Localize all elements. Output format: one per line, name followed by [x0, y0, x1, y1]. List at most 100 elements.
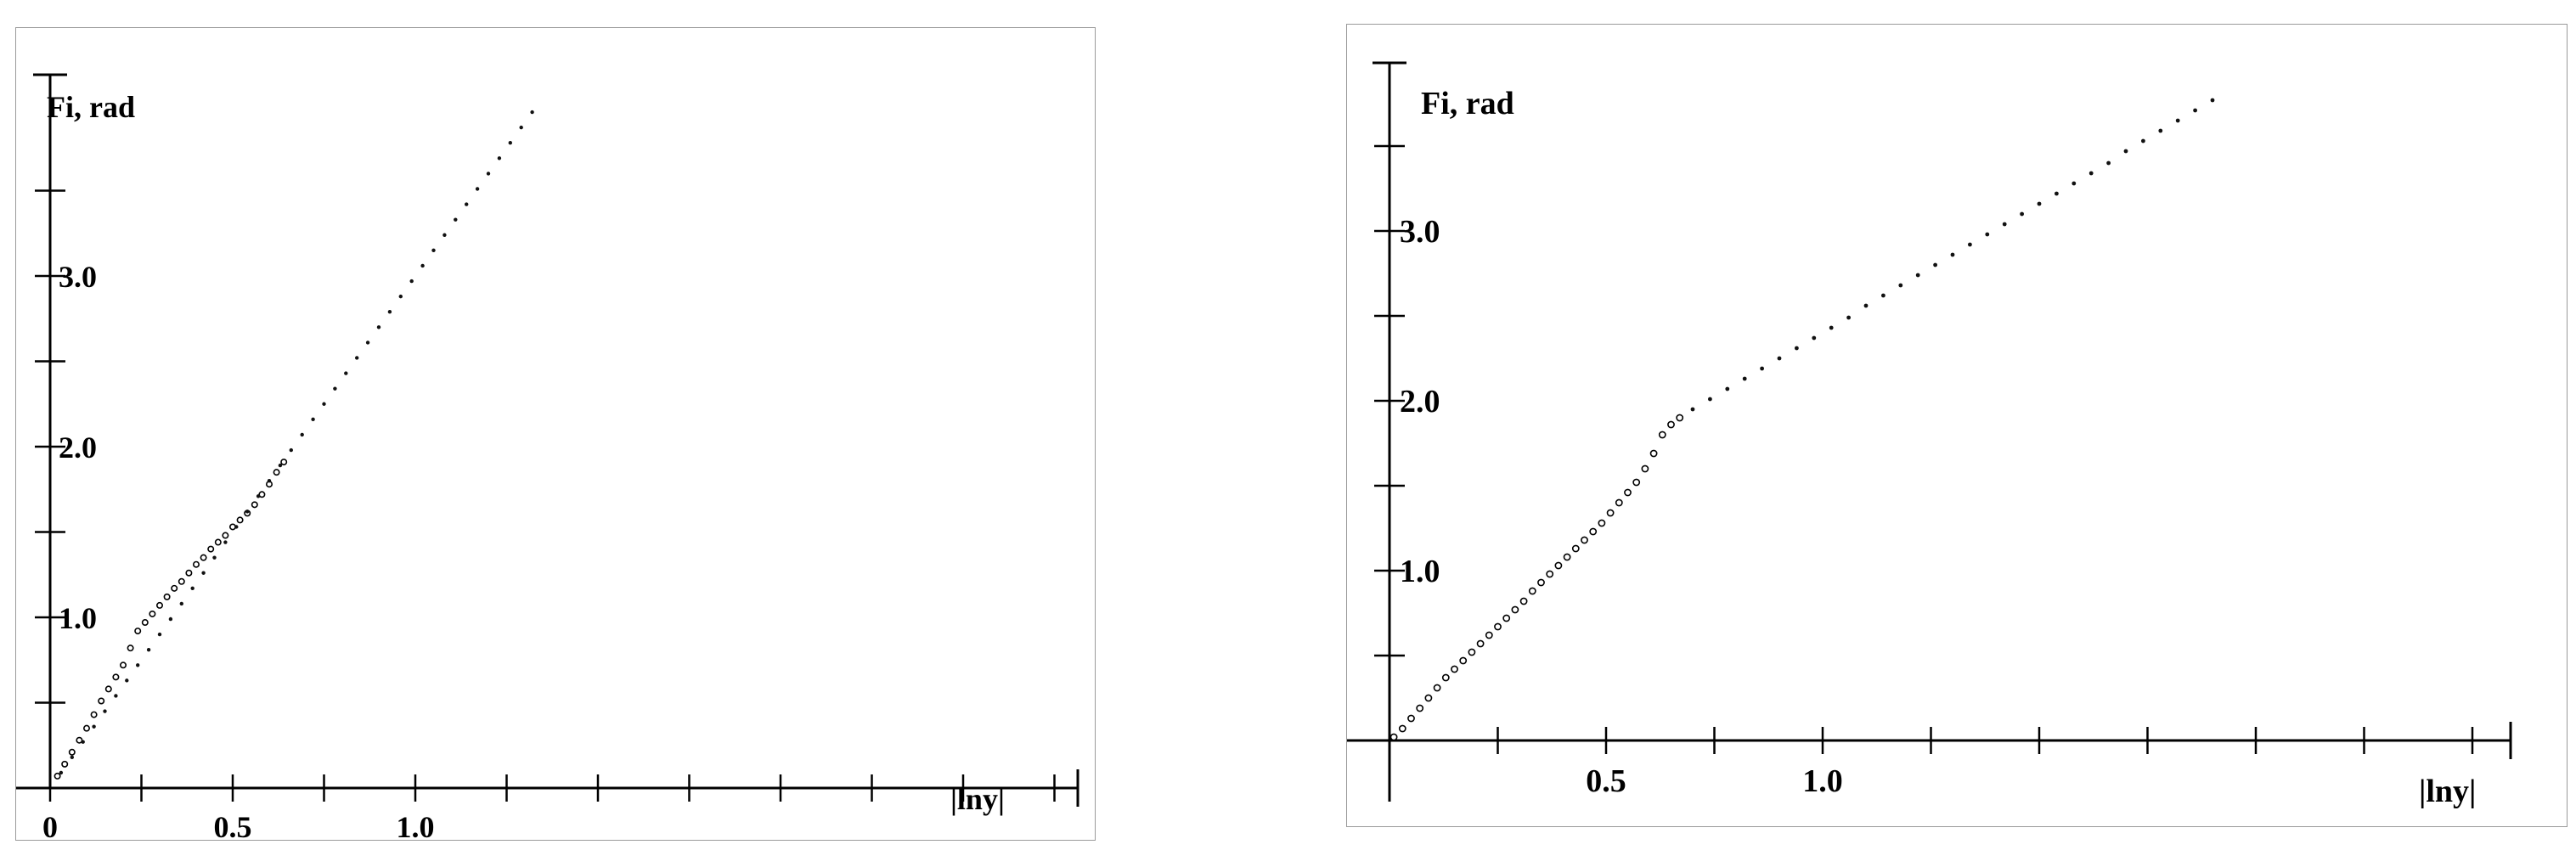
y-tick-label: 3.0	[59, 260, 97, 294]
data-point-dot	[136, 663, 140, 667]
y-axis-label: Fi, rad	[1421, 86, 1514, 121]
data-point-circle	[1658, 431, 1666, 439]
data-point-circle	[134, 628, 142, 635]
data-point-dot	[2002, 222, 2007, 227]
data-point-dot	[2193, 108, 2197, 113]
data-point-dot	[311, 417, 315, 422]
data-point-dot	[125, 678, 129, 683]
data-point-circle	[1606, 509, 1615, 517]
data-point-dot	[442, 233, 447, 237]
chart-panel-left: Fi, rad |lny| 0 0.5 1.0 1.0 2.0 3.0	[15, 27, 1096, 841]
data-point-dot	[486, 172, 491, 176]
data-point-circle	[83, 724, 91, 732]
data-point-dot	[365, 341, 370, 345]
data-point-circle	[1476, 639, 1485, 648]
x-tick-label: 0.5	[1586, 763, 1626, 799]
chart-right-svg: Fi, rad |lny| 0.5 1.0 1.0 2.0 3.0	[1347, 61, 2512, 809]
data-point-circle	[1424, 694, 1433, 702]
y-axis-label: Fi, rad	[47, 90, 135, 124]
data-point-dot	[2072, 181, 2077, 186]
data-point-dot	[2020, 211, 2024, 217]
data-point-dot	[278, 463, 283, 468]
data-point-dot	[1881, 293, 1885, 298]
data-point-circle	[1571, 544, 1580, 553]
data-point-dot	[1898, 283, 1903, 288]
data-point-dot	[201, 571, 206, 575]
data-point-dot	[454, 217, 458, 222]
data-point-dot	[1812, 335, 1817, 341]
data-point-dot	[497, 156, 502, 160]
data-point-dot	[519, 125, 523, 130]
data-point-circle	[1546, 570, 1554, 578]
data-point-dot	[465, 202, 469, 206]
data-point-dot	[1708, 397, 1712, 402]
data-point-circle	[1511, 605, 1519, 614]
data-point-circle	[178, 577, 185, 585]
data-point-circle	[1581, 536, 1588, 544]
chart-panel-right: Fi, rad |lny| 0.5 1.0 1.0 2.0 3.0	[1346, 24, 2568, 827]
data-point-circle	[1537, 578, 1545, 587]
data-point-circle	[156, 601, 164, 609]
data-point-dot	[1725, 386, 1730, 391]
data-point-dot	[2088, 171, 2094, 176]
data-point-circle	[258, 491, 266, 498]
data-point-dot	[420, 263, 425, 268]
data-point-circle	[1441, 673, 1450, 682]
data-point-dot	[508, 141, 512, 145]
data-point-circle	[1494, 622, 1502, 631]
data-point-circle	[68, 748, 76, 756]
data-point-dot	[59, 770, 64, 775]
data-point-dot	[431, 248, 436, 253]
data-point-circle	[1624, 488, 1632, 497]
data-point-dot	[1760, 366, 1764, 371]
data-point-dot	[168, 616, 173, 622]
data-point-dot	[256, 494, 261, 498]
data-point-dot	[223, 540, 228, 544]
x-tick-label: 0.5	[214, 810, 252, 841]
data-point-dot	[1950, 252, 1955, 257]
data-point-dot	[322, 402, 326, 406]
data-point-dot	[530, 110, 534, 115]
data-point-circle	[98, 697, 105, 705]
data-point-dot	[190, 586, 194, 591]
data-point-circle	[163, 593, 171, 600]
data-point-circle	[193, 560, 200, 568]
data-point-dot	[2210, 98, 2215, 103]
y-tick-label: 2.0	[59, 431, 97, 464]
x-tick-label: 1.0	[397, 810, 435, 841]
data-point-dot	[1915, 273, 1920, 278]
data-point-circle	[1676, 414, 1684, 422]
data-point-circle	[1407, 714, 1415, 723]
data-point-dot	[2141, 138, 2145, 144]
data-point-dot	[387, 310, 392, 314]
data-point-circle	[1667, 420, 1675, 429]
y-tick-label: 3.0	[1400, 214, 1440, 250]
data-point-circle	[1519, 597, 1528, 605]
data-point-dot	[234, 525, 239, 529]
y-tick-label: 2.0	[1400, 384, 1440, 419]
data-point-dot	[1863, 303, 1869, 308]
data-point-dot	[1690, 407, 1695, 412]
data-point-dot	[179, 601, 183, 606]
data-point-dot	[409, 279, 414, 284]
data-point-circle	[236, 516, 244, 524]
data-point-circle	[1468, 648, 1476, 656]
data-point-circle	[54, 772, 61, 780]
data-point-dot	[2055, 191, 2059, 196]
data-point-dot	[1829, 325, 1834, 330]
data-point-circle	[1554, 561, 1563, 570]
data-point-dot	[114, 694, 118, 698]
chart-left-svg: Fi, rad |lny| 0 0.5 1.01.02.03.0	[16, 73, 1079, 841]
data-point-circle	[61, 760, 69, 768]
data-point-circle	[1641, 464, 1649, 473]
data-point-circle	[127, 645, 134, 652]
data-point-circle	[112, 673, 120, 681]
data-point-dot	[344, 371, 348, 375]
data-point-dot	[267, 479, 272, 483]
data-point-circle	[1502, 614, 1511, 622]
data-point-dot	[355, 356, 359, 360]
data-point-circle	[1649, 449, 1658, 458]
y-tick-label: 1.0	[1400, 554, 1440, 589]
data-point-circle	[90, 711, 98, 718]
data-point-dot	[2123, 149, 2128, 154]
